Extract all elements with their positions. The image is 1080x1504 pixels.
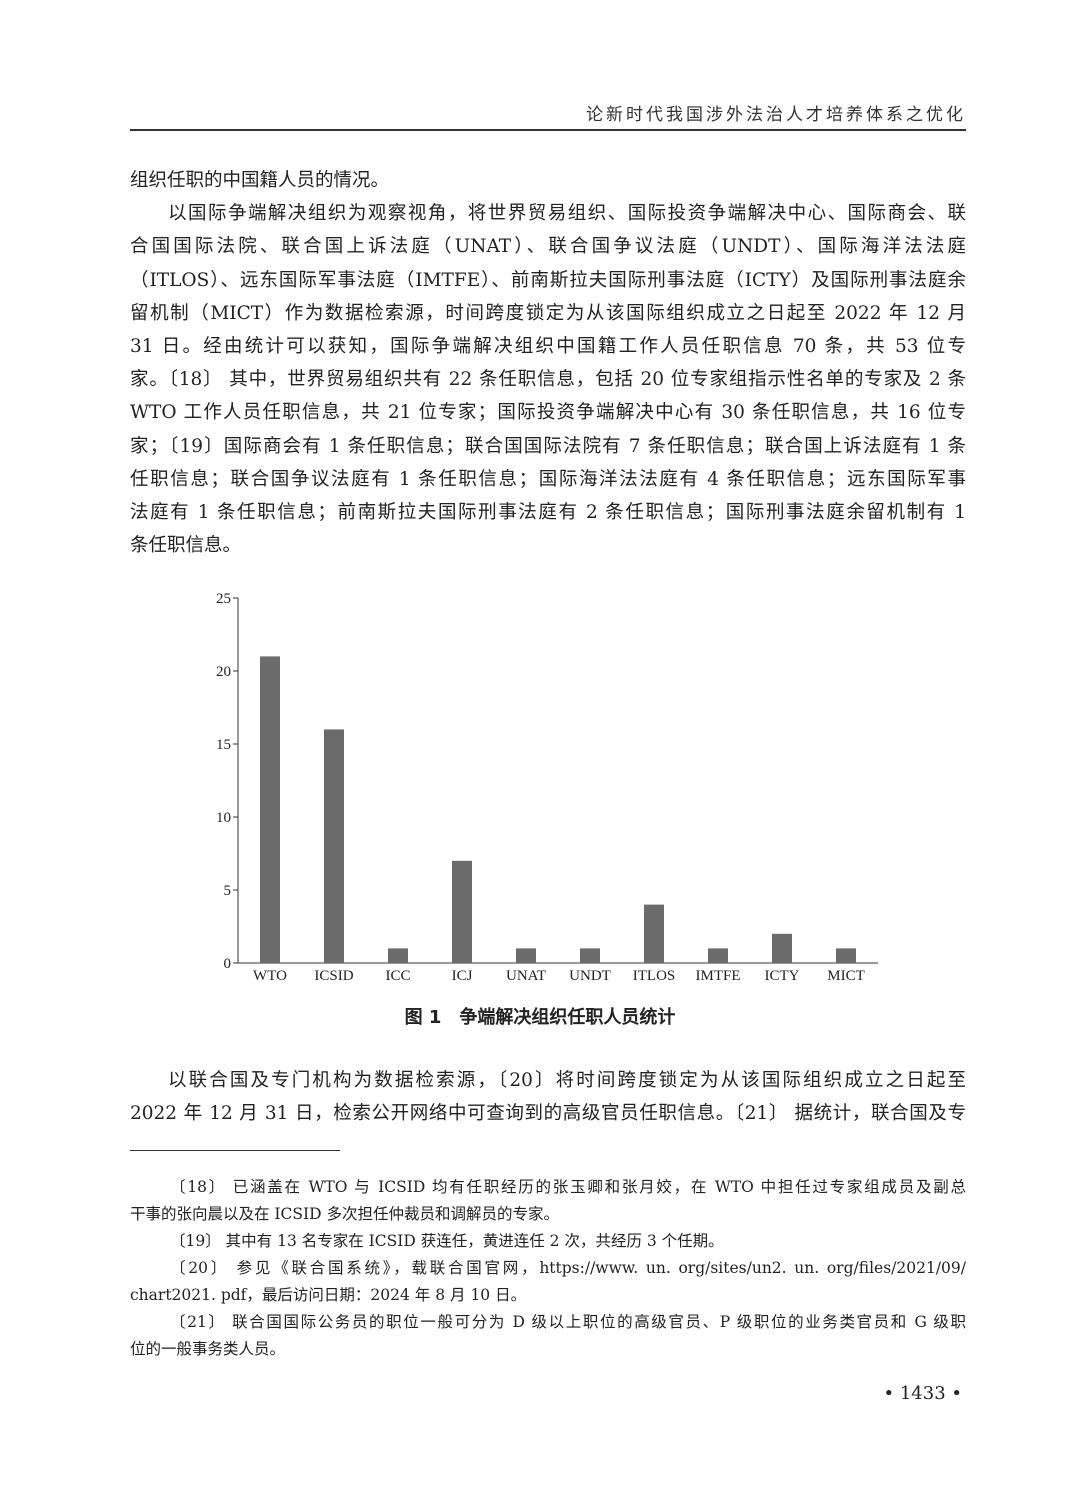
header-rule [130,129,966,131]
footnote-line: 〔20〕 参见《联合国系统》，载联合国官网，https://www. un. o… [170,1259,966,1277]
text-line: 家。〔18〕 其中，世界贸易组织共有 22 条任职信息，包括 20 位专家组指示… [130,369,966,391]
bar-icsid [324,729,344,963]
x-tick-label: MICT [827,968,865,984]
bar-chart: 0 5 10 15 20 25 WTO ICSID ICC ICJ UNAT UNDT ITLOS IMT… [216,591,878,984]
footnote-line: 干事的张向晨以及在 ICSID 多次担任仲裁员和调解员的专家。 [130,1205,560,1223]
bar-wto [260,656,280,963]
text-line: 31 日。经由统计可以获知，国际争端解决组织中国籍工作人员任职信息 70 条，共… [130,335,966,357]
figure-caption: 图 1 争端解决组织任职人员统计 [404,1007,676,1028]
text-line: 条任职信息。 [130,535,242,557]
footnote-rule [130,1150,340,1151]
y-tick-label: 20 [216,664,231,680]
text-line: WTO 工作人员任职信息，共 21 位专家；国际投资争端解决中心有 30 条任职… [130,402,966,424]
bar-undt [580,948,600,963]
footnote-line: 位的一般事务类人员。 [130,1340,286,1358]
text-line: 以国际争端解决组织为观察视角，将世界贸易组织、国际投资争端解决中心、国际商会、联 [168,203,966,225]
bar-icj [452,860,472,963]
running-header: 论新时代我国涉外法治人才培养体系之优化 [586,105,966,125]
bar-imtfe [708,948,728,963]
y-tick-label: 0 [224,956,232,972]
x-tick-label: ICJ [452,968,473,984]
bar-icty [772,933,792,963]
footnote-line: 〔21〕 联合国国际公务员的职位一般可分为 D 级以上职位的高级官员、P 级职位… [170,1313,966,1331]
text-line: 以联合国及专门机构为数据检索源，〔20〕将时间跨度锁定为从该国际组织成立之日起至 [168,1070,966,1091]
body-text: 组织任职的中国籍人员的情况。 以国际争端解决组织为观察视角，将世界贸易组织、国际… [130,166,966,564]
text-line: 法庭有 1 条任职信息；前南斯拉夫国际刑事法庭有 2 条任职信息；国际刑事法庭余… [130,501,966,523]
x-tick-label: ICTY [765,968,800,984]
bar-itlos [644,904,664,963]
y-tick-label: 5 [224,883,232,899]
bar-unat [516,948,536,963]
text-line: （ITLOS）、远东国际军事法庭（IMTFE）、前南斯拉夫国际刑事法庭（ICTY… [130,269,966,291]
x-tick-label: IMTFE [696,968,741,984]
bar-mict [836,948,856,963]
bar-icc [388,948,408,963]
text-line: 2022 年 12 月 31 日，检索公开网络中可查询到的高级官员任职信息。〔2… [130,1103,966,1125]
footnote-line: 〔18〕 已涵盖在 WTO 与 ICSID 均有任职经历的张玉卿和张月姣，在 W… [170,1178,966,1196]
y-tick-label: 25 [216,591,231,607]
text-line: 组织任职的中国籍人员的情况。 [130,170,390,191]
x-tick-label: UNAT [506,968,546,984]
text-line: 任职信息；联合国争议法庭有 1 条任职信息；国际海洋法法庭有 4 条任职信息；远… [130,468,966,490]
y-tick-label: 15 [216,737,231,753]
text-line: 留机制（MICT）作为数据检索源，时间跨度锁定为从该国际组织成立之日起至 202… [130,302,966,324]
x-tick-label: ICSID [314,968,353,984]
y-tick-label: 10 [216,810,231,826]
text-line: 合国国际法院、联合国上诉法庭（UNAT）、联合国争议法庭（UNDT）、国际海洋法… [130,236,966,258]
x-tick-label: ITLOS [633,968,676,984]
footnote-line: chart2021. pdf，最后访问日期：2024 年 8 月 10 日。 [130,1286,527,1304]
x-tick-label: UNDT [569,968,611,984]
text-line: 家；〔19〕国际商会有 1 条任职信息；联合国国际法院有 7 条任职信息；联合国… [130,435,966,457]
footnotes: 〔18〕 已涵盖在 WTO 与 ICSID 均有任职经历的张玉卿和张月姣，在 W… [130,1174,966,1363]
page-number: • 1433 • [883,1383,963,1404]
footnote-line: 〔19〕 其中有 13 名专家在 ICSID 获连任，黄进连任 2 次，共经历 … [170,1232,724,1250]
body-text-2: 以联合国及专门机构为数据检索源，〔20〕将时间跨度锁定为从该国际组织成立之日起至… [130,1066,966,1132]
x-tick-label: WTO [253,968,287,984]
x-tick-label: ICC [385,968,410,984]
